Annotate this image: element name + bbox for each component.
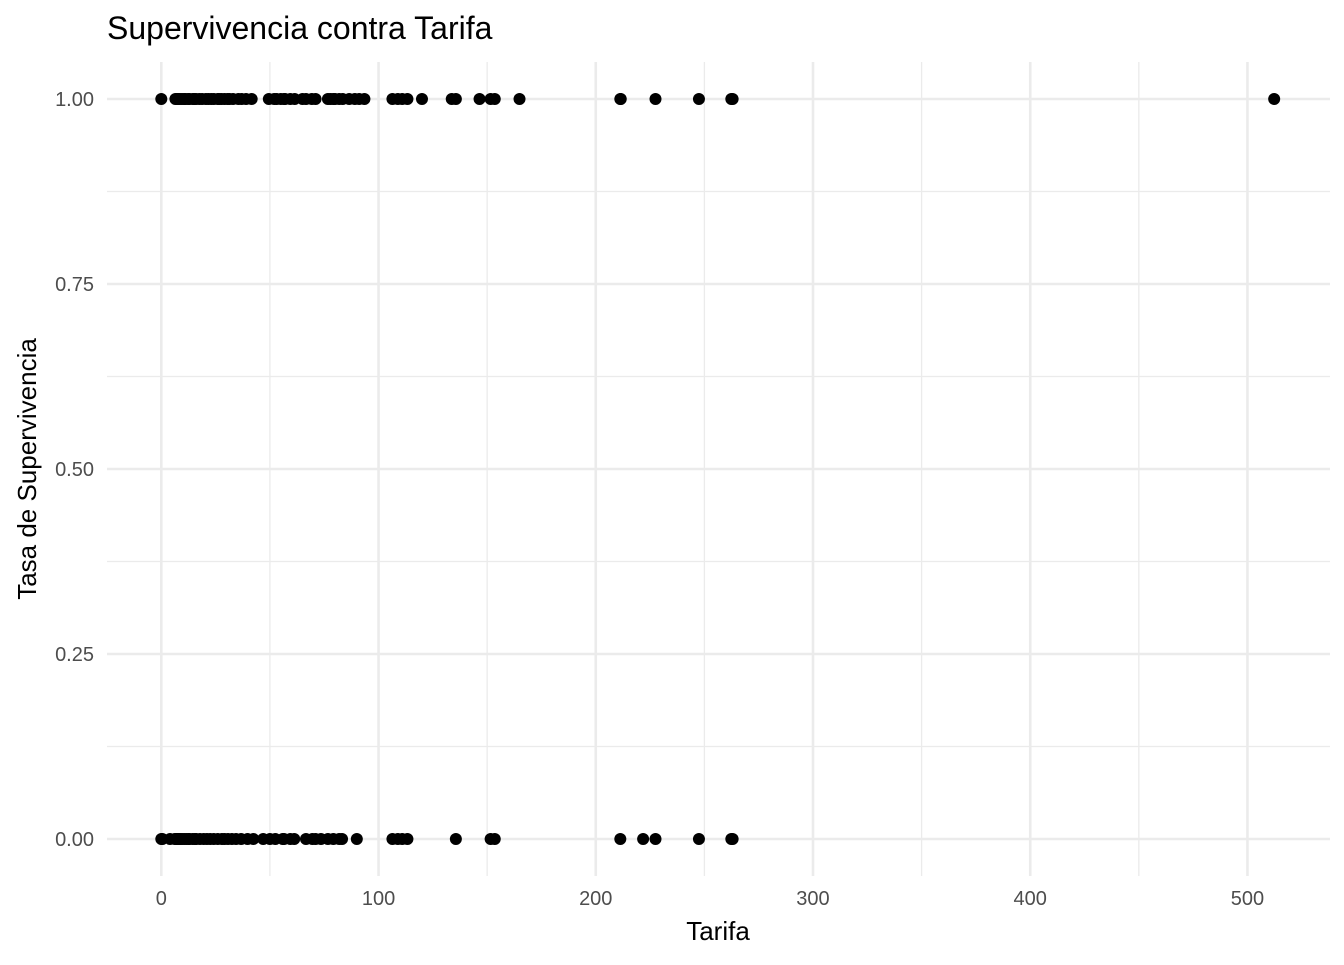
y-tick-label: 1.00 [55, 89, 94, 111]
data-point [358, 93, 371, 105]
data-point [415, 93, 428, 105]
data-point [649, 833, 662, 845]
data-point [449, 93, 462, 105]
data-points [155, 93, 1281, 845]
data-point [614, 93, 627, 105]
data-point [692, 833, 705, 845]
data-point [692, 93, 705, 105]
data-point [649, 93, 662, 105]
data-point [449, 833, 462, 845]
x-tick-label: 300 [796, 888, 829, 910]
data-point [155, 93, 168, 105]
y-tick-label: 0.75 [55, 274, 94, 296]
data-point [401, 833, 414, 845]
x-tick-label: 0 [156, 888, 167, 910]
data-point [726, 93, 739, 105]
data-point [336, 833, 349, 845]
x-tick-label: 400 [1014, 888, 1047, 910]
y-axis-title: Tasa de Supervivencia [12, 338, 42, 600]
data-point [513, 93, 526, 105]
data-point [614, 833, 627, 845]
data-point [488, 93, 501, 105]
x-tick-label: 500 [1231, 888, 1264, 910]
data-point [1268, 93, 1281, 105]
data-point [473, 93, 486, 105]
y-axis-tick-labels: 0.00 0.25 0.50 0.75 1.00 [55, 89, 94, 851]
major-gridlines [107, 62, 1330, 876]
data-point [247, 833, 260, 845]
data-point [288, 833, 301, 845]
data-point [401, 93, 414, 105]
data-point [309, 93, 322, 105]
x-tick-label: 100 [362, 888, 395, 910]
data-point [726, 833, 739, 845]
chart-title: Supervivencia contra Tarifa [107, 10, 493, 46]
x-tick-label: 200 [579, 888, 612, 910]
data-point [245, 93, 258, 105]
data-point [350, 833, 363, 845]
y-tick-label: 0.00 [55, 829, 94, 851]
x-axis-tick-labels: 0 100 200 300 400 500 [156, 888, 1264, 910]
y-tick-label: 0.50 [55, 459, 94, 481]
x-axis-title: Tarifa [686, 916, 750, 946]
data-point [488, 833, 501, 845]
y-tick-label: 0.25 [55, 644, 94, 666]
data-point [637, 833, 650, 845]
